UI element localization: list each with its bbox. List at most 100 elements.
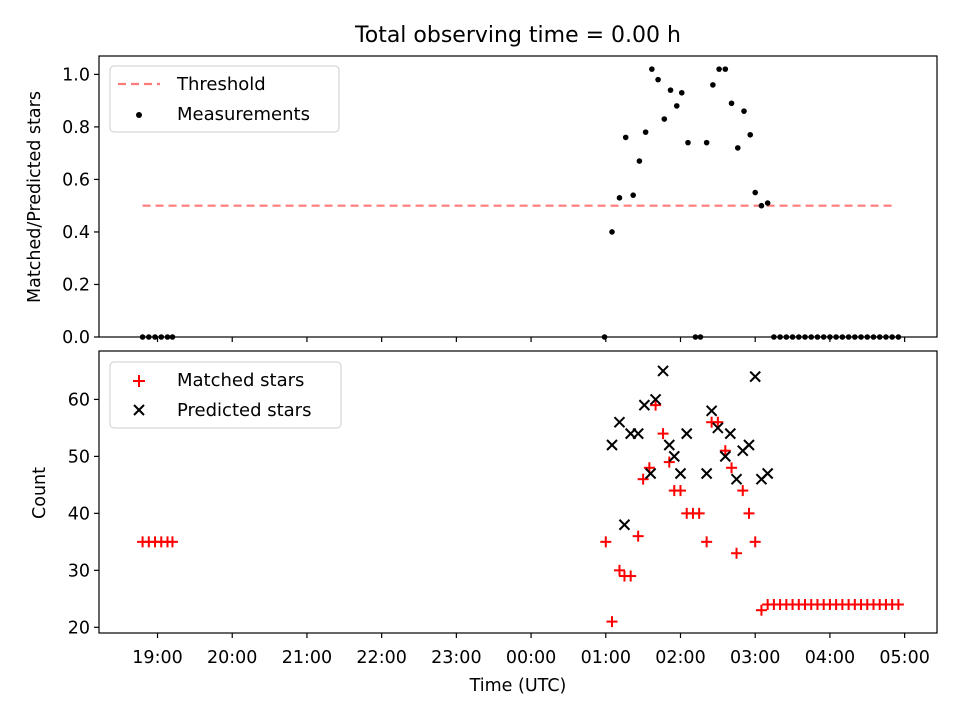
bottom-legend-box [109, 361, 342, 429]
matched-point [632, 530, 644, 542]
bottom-y-axis-label: Count [30, 467, 50, 519]
matched-point [749, 536, 761, 548]
predicted-point [638, 399, 651, 411]
predicted-point [674, 467, 687, 480]
matched-point [755, 604, 767, 616]
x-axis-label: Time (UTC) [469, 676, 567, 696]
measurement-point [649, 66, 655, 72]
predicted-point [632, 427, 644, 440]
legend-predicted-swatch [133, 404, 145, 416]
matched-point [600, 536, 612, 548]
measurement-point [642, 129, 649, 135]
matched-point [701, 536, 713, 548]
measurement-point [685, 139, 691, 146]
top-panel: 0.0 0.2 0.4 0.6 0.8 1.0 Matched/Predicted sta… [25, 55, 938, 348]
measurement-point [636, 158, 643, 164]
matched-point [892, 599, 904, 611]
legend-matched-swatch [133, 375, 145, 387]
top-y-tick-label: 0.8 [62, 118, 90, 138]
measurement-point [673, 103, 680, 109]
top-y-tick-label: 0.6 [62, 170, 90, 190]
x-tick-label: 22:00 [356, 648, 406, 668]
predicted-point [613, 416, 626, 428]
predicted-point [730, 473, 743, 485]
measurement-point [728, 100, 735, 107]
bottom-panel: 20 30 40 50 60 19:00 20:00 21:00 22:00 23:00 00:0… [30, 350, 938, 696]
matched-point [625, 570, 637, 582]
matched-point [606, 616, 618, 628]
top-y-tick-label: 0.4 [62, 223, 90, 243]
matched-point [613, 564, 625, 576]
predicted-point [606, 439, 618, 451]
matched-point [657, 428, 669, 440]
predicted-point [749, 370, 761, 383]
x-tick-label: 05:00 [879, 648, 929, 668]
x-tick-label: 19:00 [132, 648, 182, 668]
measurement-point [710, 82, 716, 88]
top-axes-frame [98, 55, 938, 338]
matched-point [731, 547, 743, 559]
measurement-point [630, 192, 636, 198]
predicted-point [700, 467, 713, 480]
bottom-axes-frame [98, 350, 938, 634]
x-tick-label: 01:00 [581, 648, 631, 668]
measurement-point [616, 195, 623, 201]
measurement-point [667, 87, 674, 93]
x-tick-label: 20:00 [207, 648, 257, 668]
bottom-y-tick-label: 30 [68, 561, 90, 581]
matched-point [637, 473, 649, 485]
matched-point [726, 462, 738, 474]
predicted-point [668, 450, 680, 463]
predicted-point [657, 365, 669, 377]
predicted-point [681, 427, 693, 440]
x-tick-label: 23:00 [431, 648, 481, 668]
predicted-point [663, 439, 675, 451]
predicted-point [724, 427, 737, 440]
measurement-point [655, 76, 661, 83]
matched-point [743, 507, 755, 519]
top-x-ticks [156, 337, 906, 342]
legend-threshold-label: Threshold [176, 74, 266, 95]
top-y-axis-label: Matched/Predicted stars [25, 91, 45, 303]
measurement-point [747, 131, 754, 138]
legend-predicted-label: Predicted stars [177, 400, 311, 421]
matched-point [693, 507, 705, 519]
x-tick-label: 04:00 [805, 648, 855, 668]
measurement-point [758, 202, 765, 209]
measurement-point [716, 66, 722, 72]
predicted-point [719, 450, 732, 463]
measurement-point [678, 89, 685, 96]
measurement-point [703, 139, 710, 146]
predicted-point [743, 439, 755, 451]
measurement-point [622, 134, 629, 141]
predicted-point [644, 467, 657, 480]
top-y-tick-label: 0.0 [62, 328, 90, 348]
top-y-tick-label: 1.0 [62, 65, 90, 85]
matched-point [737, 485, 749, 497]
predicted-point [712, 422, 724, 434]
x-tick-label: 00:00 [506, 648, 556, 668]
matched-point [712, 416, 724, 428]
legend-measurements-label: Measurements [177, 104, 310, 125]
predicted-point [618, 519, 631, 531]
measurement-point [741, 108, 747, 114]
x-tick-label: 02:00 [655, 648, 705, 668]
measurement-point [609, 229, 615, 235]
bottom-y-tick-label: 40 [68, 504, 90, 524]
measurement-point [734, 145, 741, 151]
top-y-ticks: 0.0 0.2 0.4 0.6 0.8 1.0 [62, 65, 99, 348]
bottom-y-tick-label: 60 [68, 390, 90, 410]
bottom-x-ticks: 19:00 20:00 21:00 22:00 23:00 00:00 01:00 02:00… [132, 633, 930, 668]
chart-title: Total observing time = 0.00 h [354, 23, 681, 48]
bottom-y-ticks: 20 30 40 50 60 [68, 390, 99, 638]
bottom-y-tick-label: 20 [68, 618, 90, 638]
matched-point [674, 485, 686, 497]
matched-point [166, 536, 178, 548]
top-legend: Threshold Measurements [109, 65, 340, 133]
measurement-point [722, 66, 729, 72]
bottom-legend: Matched stars Predicted stars [109, 361, 342, 429]
predicted-point [761, 467, 774, 480]
top-y-tick-label: 0.2 [62, 275, 90, 295]
legend-measurements-swatch [136, 112, 142, 118]
